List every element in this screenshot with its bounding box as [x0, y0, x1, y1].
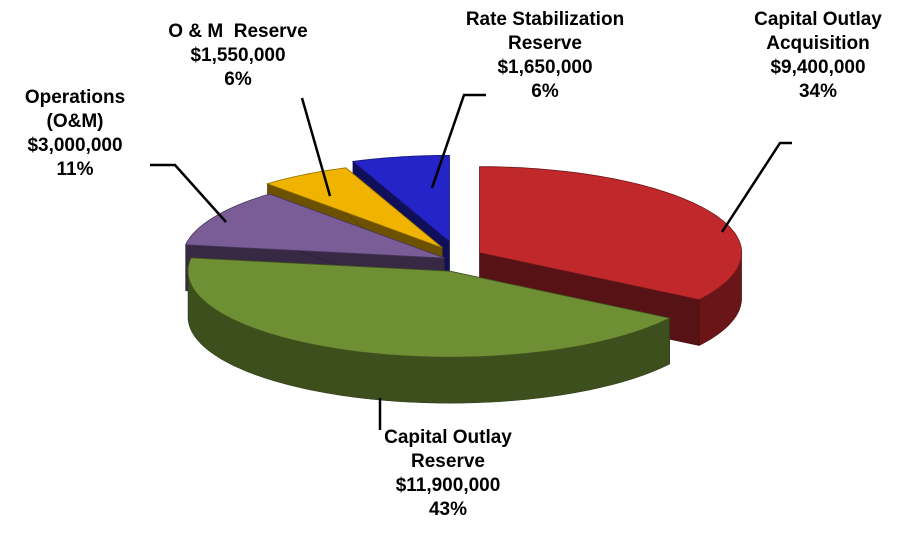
value-label: 6%: [531, 81, 559, 102]
category-label: O & M Reserve: [168, 21, 308, 42]
value-label: 6%: [224, 69, 252, 90]
slice-label: Operations (O&M) $3,000,000 11%: [25, 86, 125, 182]
value-label: 11%: [56, 159, 94, 180]
slice-label: Capital Outlay Acquisition $9,400,000 34%: [754, 8, 882, 104]
leader-line: [150, 163, 227, 223]
slice: [479, 166, 742, 301]
value-label: $9,400,000: [770, 57, 866, 78]
leader-line: [720, 141, 792, 233]
value-label: $11,900,000: [395, 475, 501, 496]
value-label: 34%: [798, 81, 838, 102]
category-label: Operations (O&M): [24, 87, 126, 132]
leader-line: [300, 97, 332, 197]
category-label: Rate Stabilization Reserve: [465, 9, 625, 54]
slice: [187, 257, 671, 358]
slice: [266, 167, 443, 249]
slice-label: Capital Outlay Reserve $11,900,000 43%: [384, 426, 512, 522]
slice: [351, 155, 450, 243]
category-label: Capital Outlay Acquisition: [754, 9, 882, 54]
leader-line: [430, 93, 486, 189]
value-label: $1,650,000: [497, 57, 593, 78]
value-label: $3,000,000: [27, 135, 123, 156]
slice-label: Rate Stabilization Reserve $1,650,000 6%: [466, 8, 624, 104]
value-label: 43%: [428, 499, 468, 520]
category-label: Capital Outlay Reserve: [384, 427, 512, 472]
slice-label: O & M Reserve $1,550,000 6%: [168, 20, 307, 92]
slice: [184, 193, 445, 259]
value-label: $1,550,000: [190, 45, 286, 66]
